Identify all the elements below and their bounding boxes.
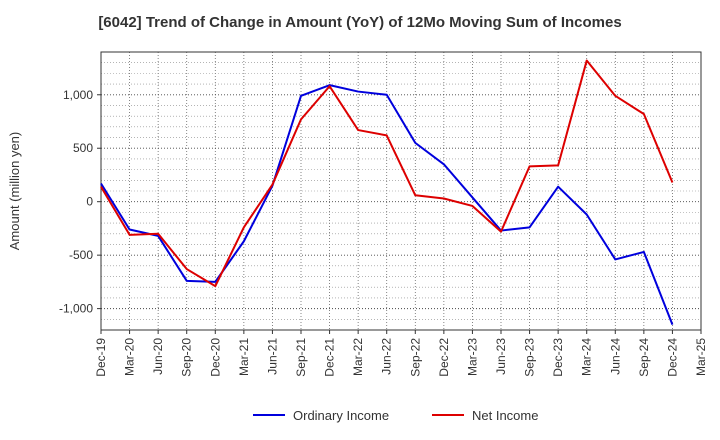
x-tick-label: Sep-22: [408, 338, 422, 377]
x-tick-label: Dec-24: [665, 338, 679, 377]
x-tick-label: Dec-23: [551, 338, 565, 377]
x-tick-label: Dec-22: [437, 338, 451, 377]
x-tick-label: Mar-23: [465, 338, 479, 376]
y-tick-label: -1,000: [59, 302, 93, 316]
x-tick-label: Mar-25: [694, 338, 708, 376]
x-tick-label: Sep-21: [294, 338, 308, 377]
x-tick-label: Mar-21: [237, 338, 251, 376]
y-tick-label: 0: [86, 195, 93, 209]
legend: Ordinary Income Net Income: [253, 408, 538, 423]
x-tick-label: Dec-19: [94, 338, 108, 377]
y-axis-label: Amount (million yen): [7, 132, 22, 251]
x-tick-label: Dec-20: [208, 338, 222, 377]
chart-title: [6042] Trend of Change in Amount (YoY) o…: [98, 14, 622, 31]
x-tick-label: Sep-20: [180, 338, 194, 377]
x-tick-label: Jun-21: [265, 338, 279, 375]
legend-label: Ordinary Income: [293, 408, 389, 423]
series-line-net-income: [100, 59, 674, 288]
x-tick-label: Sep-24: [637, 338, 651, 377]
axes: -1,000 -500 0 500 1,000 Dec-19 Mar-20 Jun-20 Sep…: [59, 51, 708, 377]
grid-lines: [100, 51, 702, 331]
x-tick-label: Sep-23: [523, 338, 537, 377]
x-tick-label: Jun-20: [151, 338, 165, 375]
y-tick-label: 1,000: [63, 88, 93, 102]
y-tick-label: 500: [73, 141, 93, 155]
x-tick-label: Mar-24: [580, 338, 594, 376]
series-lines: [100, 59, 674, 326]
x-tick-label: Jun-23: [494, 338, 508, 375]
plot-frame: [100, 51, 702, 331]
x-tick-label: Jun-24: [608, 338, 622, 375]
x-tick-label: Jun-22: [380, 338, 394, 375]
legend-label: Net Income: [472, 408, 538, 423]
x-tick-label: Mar-20: [123, 338, 137, 376]
series-line-ordinary-income: [100, 84, 674, 326]
y-tick-label: -500: [69, 248, 93, 262]
x-tick-label: Dec-21: [323, 338, 337, 377]
x-tick-label: Mar-22: [351, 338, 365, 376]
